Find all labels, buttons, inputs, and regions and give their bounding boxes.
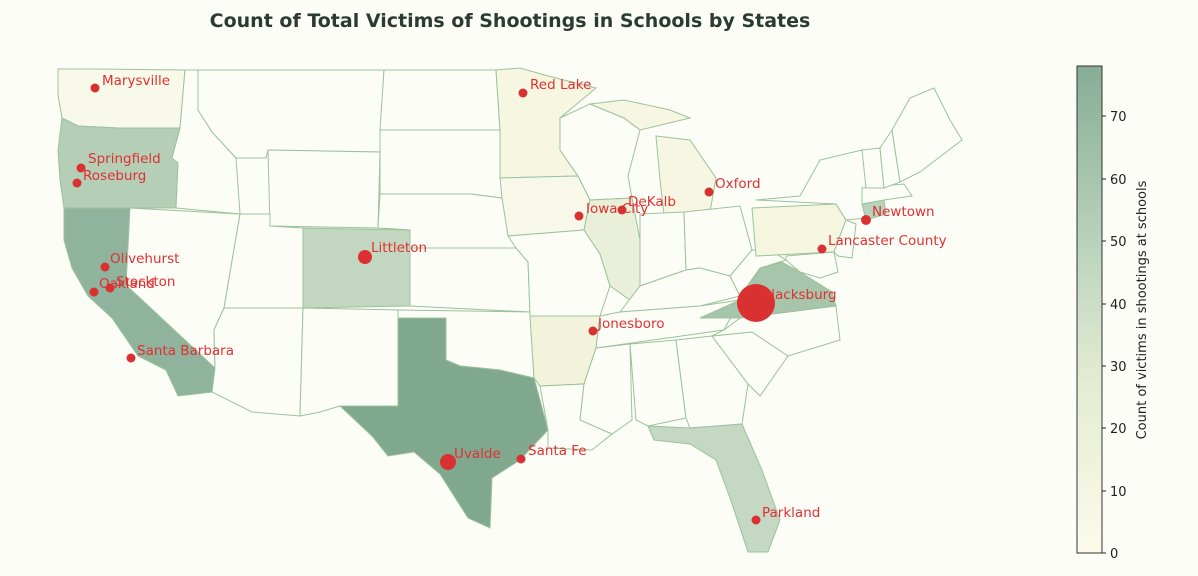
state-south-dakota (379, 129, 503, 199)
city-label: Oxford (715, 176, 761, 192)
marker (574, 211, 584, 221)
state-arizona (211, 307, 304, 417)
city-olivehurst: Olivehurst (100, 251, 179, 272)
state-michigan-upper (588, 99, 692, 131)
tick-label-10: 10 (1110, 485, 1127, 500)
city-label: Uvalde (454, 446, 501, 462)
marker (588, 326, 598, 336)
marker (89, 287, 99, 297)
city-label: Jonesboro (597, 316, 664, 332)
city-label: Stockton (116, 274, 175, 290)
states-layer (57, 67, 963, 553)
city-oxford: Oxford (704, 176, 761, 197)
city-label: Olivehurst (110, 251, 179, 267)
state-new-mexico (299, 307, 399, 417)
tick-label-60: 60 (1110, 173, 1127, 188)
marker (516, 454, 526, 464)
city-springfield: Springfield (76, 151, 161, 173)
city-label: Littleton (371, 240, 427, 256)
marker (617, 205, 627, 215)
city-jonesboro: Jonesboro (588, 316, 664, 336)
state-florida (647, 423, 781, 553)
tick-label-70: 70 (1110, 110, 1127, 125)
city-parkland: Parkland (751, 505, 820, 525)
city-santa-barbara: Santa Barbara (126, 343, 234, 363)
marker (105, 283, 115, 293)
marker (100, 262, 110, 272)
city-dekalb: DeKalb (617, 194, 676, 215)
city-iowa-city: Iowa City (574, 201, 648, 221)
city-label: Newtown (872, 204, 935, 220)
marker (72, 178, 82, 188)
city-label: Iowa City (586, 201, 648, 217)
state-massachusetts (861, 183, 913, 205)
tick-label-30: 30 (1110, 360, 1127, 375)
city-uvalde: Uvalde (440, 446, 501, 470)
marker (126, 353, 136, 363)
city-label: Parkland (762, 505, 820, 521)
city-blacksburg: Blacksburg (737, 284, 837, 322)
city-label: Roseburg (83, 168, 146, 184)
city-label: Marysville (102, 73, 170, 89)
tick-label-20: 20 (1110, 422, 1127, 437)
marker (76, 163, 86, 173)
tick-label-40: 40 (1110, 298, 1127, 313)
marker (90, 83, 100, 93)
city-label: Springfield (88, 151, 161, 167)
state-wyoming (267, 149, 381, 229)
city-newtown: Newtown (861, 204, 935, 225)
marker (358, 250, 372, 264)
city-stockton: Stockton (105, 274, 175, 293)
marker (440, 454, 456, 470)
state-texas (338, 317, 549, 529)
state-new-jersey (833, 219, 857, 259)
marker (737, 284, 775, 322)
marker (518, 88, 528, 98)
city-red-lake: Red Lake (518, 77, 591, 98)
state-alabama (629, 339, 687, 427)
state-iowa (499, 175, 591, 237)
colorbar-title: Count of victims in shootings at schools (1135, 180, 1150, 439)
state-kansas (409, 247, 531, 313)
city-marysville: Marysville (90, 73, 170, 93)
city-markers-layer: Marysville Springfield Roseburg Olivehur… (72, 73, 947, 525)
city-lancaster-county: Lancaster County (817, 233, 947, 254)
colorbar: 0 10 20 30 40 50 60 70 Count of victims … (1076, 65, 1150, 562)
tick-label-50: 50 (1110, 235, 1127, 250)
city-littleton: Littleton (358, 240, 427, 264)
marker (817, 244, 827, 254)
map-title: Count of Total Victims of Shootings in S… (209, 10, 811, 32)
city-oakland: Oakland (89, 276, 155, 297)
tick-label-0: 0 (1110, 547, 1118, 562)
state-maryland (785, 251, 839, 279)
city-label: Santa Fe (528, 443, 587, 459)
city-label: Santa Barbara (137, 343, 234, 359)
city-roseburg: Roseburg (72, 168, 146, 188)
colorbar-gradient (1076, 65, 1103, 554)
state-maine (891, 87, 963, 183)
state-montana (197, 69, 385, 159)
city-label: DeKalb (628, 194, 676, 210)
city-label: Lancaster County (828, 233, 947, 249)
marker (861, 215, 871, 225)
city-label: Oakland (99, 276, 155, 292)
colorbar-ticks: 0 10 20 30 40 50 60 70 (1102, 110, 1127, 562)
marker (751, 515, 761, 525)
city-santa-fe: Santa Fe (516, 443, 587, 464)
state-north-dakota (379, 69, 501, 131)
city-label: Blacksburg (762, 287, 837, 303)
marker (704, 187, 714, 197)
city-label: Red Lake (530, 77, 591, 93)
